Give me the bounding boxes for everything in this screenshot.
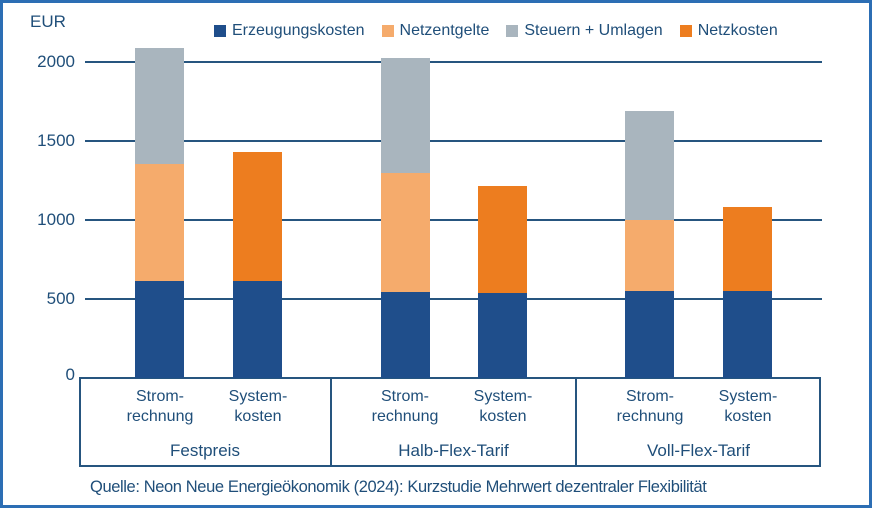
legend-label: Steuern + Umlagen [524, 22, 663, 39]
y-tick-label-500: 500 [46, 289, 75, 308]
bar-segment [233, 281, 282, 378]
legend: Erzeugungskosten Netzentgelte Steuern + Um… [214, 22, 778, 40]
bar-segment [478, 293, 527, 378]
legend-swatch-icon [214, 25, 226, 37]
bar-label: System- kosten [228, 388, 288, 425]
y-tick-label-2000: 2000 [37, 52, 75, 71]
bar-segment [723, 207, 772, 291]
bar-label: Strom- rechnung [371, 388, 439, 425]
bar-segment [478, 186, 527, 293]
stacked-bar [723, 0, 772, 378]
bar-segment [723, 291, 772, 378]
bar-segment [381, 292, 430, 378]
legend-item-3: Steuern + Umlagen [506, 22, 663, 40]
legend-swatch-icon [506, 25, 519, 37]
legend-item-2: Netzentgelte [381, 22, 490, 40]
source-caption: Quelle: Neon Neue Energieökonomik (2024)… [90, 477, 707, 496]
legend-swatch-icon [381, 25, 394, 37]
bar-segment [233, 152, 282, 281]
y-tick-label-1000: 1000 [37, 210, 75, 229]
bar-segment [135, 164, 184, 281]
stacked-bar [478, 0, 527, 378]
legend-item-1: Erzeugungskosten [214, 22, 365, 40]
x-axis-label-box [79, 377, 821, 467]
group-label-1: Festpreis [170, 441, 240, 460]
legend-item-4: Netzkosten [679, 22, 778, 40]
bar-label: Strom- rechnung [126, 388, 194, 425]
bar-segment [135, 281, 184, 378]
legend-swatch-icon [679, 25, 692, 37]
gridline-1500 [85, 140, 822, 142]
legend-label: Netzentgelte [399, 22, 490, 39]
bar-segment [381, 58, 430, 173]
bar-label: System- kosten [718, 388, 778, 425]
bar-segment [135, 48, 184, 164]
bar-segment [625, 291, 674, 378]
group-label-3: Voll-Flex-Tarif [647, 441, 750, 460]
bar-label: Strom- rechnung [616, 388, 684, 425]
gridline-500 [85, 298, 822, 300]
y-axis-unit-label: EUR [30, 12, 66, 31]
group-label-2: Halb-Flex-Tarif [398, 441, 509, 460]
gridline-2000 [85, 61, 822, 63]
bar-segment [381, 173, 430, 292]
gridline-1000 [85, 219, 822, 221]
group-divider [575, 377, 577, 467]
stacked-bar [233, 0, 282, 378]
bar-segment [625, 220, 674, 291]
stacked-bar [381, 0, 430, 378]
y-tick-label-0: 0 [65, 365, 75, 384]
legend-label: Netzkosten [697, 22, 778, 39]
legend-label: Erzeugungskosten [232, 22, 365, 39]
bar-label: System- kosten [473, 388, 533, 425]
group-divider [330, 377, 332, 467]
stacked-bar [625, 0, 674, 378]
bar-segment [625, 111, 674, 220]
y-tick-label-1500: 1500 [37, 131, 75, 150]
stacked-bar [135, 0, 184, 378]
